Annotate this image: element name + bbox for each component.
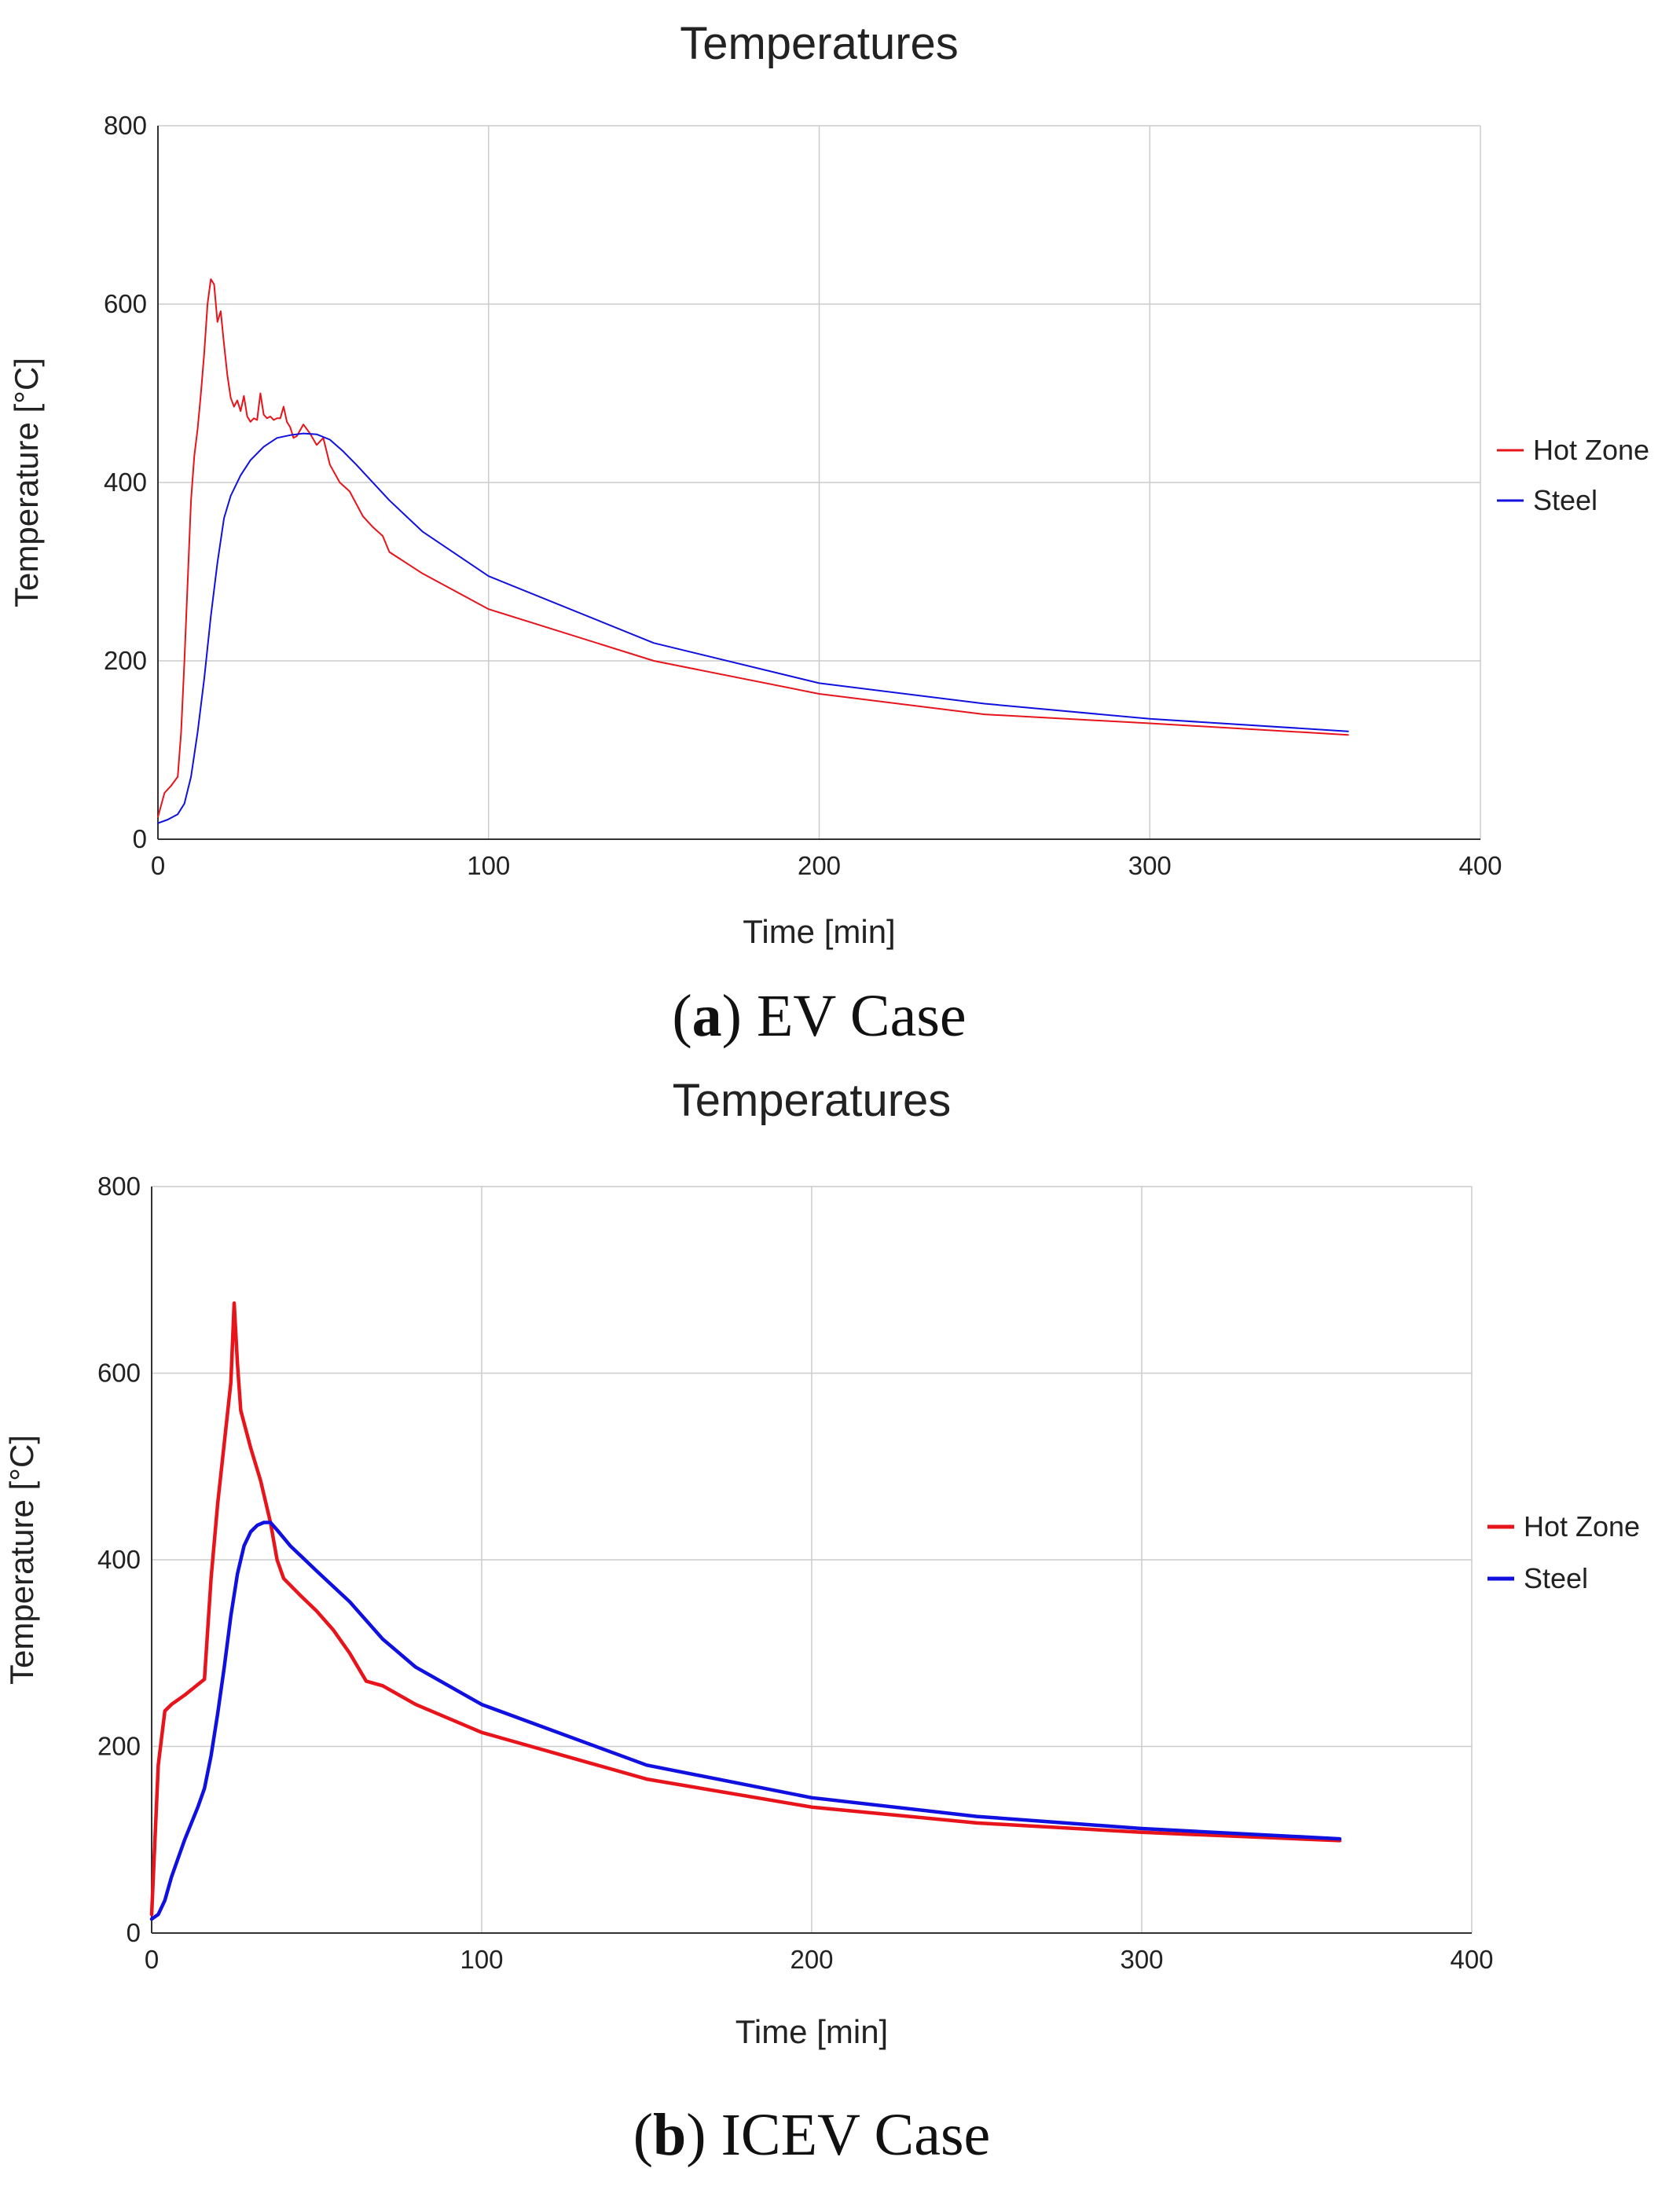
y-tick-label: 600 (97, 1359, 141, 1388)
caption-paren: ( (633, 2102, 653, 2168)
caption-letter: b (653, 2102, 686, 2168)
x-tick-label: 100 (460, 1945, 503, 1974)
y-tick-label: 800 (104, 111, 147, 140)
caption-text: ) EV Case (722, 983, 967, 1049)
chart-b: Temperatures 0 200 400 600 800 0 100 200 300 400 Ti… (3, 1075, 1640, 2168)
x-tick-label: 400 (1450, 1945, 1493, 1974)
x-tick-label: 300 (1128, 851, 1172, 880)
y-tick-label: 400 (104, 468, 147, 497)
figure-caption: (a) EV Case (672, 983, 966, 1049)
y-tick-label: 200 (97, 1732, 141, 1761)
chart-title: Temperatures (680, 18, 959, 69)
x-axis-label: Time [min] (743, 913, 895, 950)
series-line-steel (157, 432, 1349, 824)
y-tick-label: 0 (133, 824, 147, 853)
x-tick-label: 300 (1120, 1945, 1163, 1974)
chart-a: Temperatures 0 200 400 600 800 0 100 200 300 400 Ti… (8, 18, 1649, 1049)
y-tick-label: 400 (97, 1545, 141, 1574)
legend-label-hot-zone: Hot Zone (1533, 434, 1649, 466)
x-tick-label: 200 (790, 1945, 833, 1974)
x-tick-label: 400 (1458, 851, 1502, 880)
x-tick-label: 0 (145, 1945, 159, 1974)
series-line-hot-zone (149, 1301, 1342, 1917)
series-line-steel (149, 1521, 1342, 1921)
series-line-hot-zone (157, 278, 1349, 818)
y-tick-label: 600 (104, 289, 147, 318)
x-tick-label: 0 (151, 851, 165, 880)
y-axis-label: Temperature [°C] (8, 358, 45, 607)
legend-label-steel: Steel (1533, 484, 1597, 516)
y-tick-label: 200 (104, 646, 147, 675)
legend-label-hot-zone: Hot Zone (1524, 1510, 1640, 1543)
y-axis-label: Temperature [°C] (3, 1435, 40, 1685)
figure-caption: (b) ICEV Case (633, 2102, 991, 2168)
y-tick-label: 0 (127, 1918, 141, 1947)
chart-title: Temperatures (673, 1075, 952, 1126)
x-tick-label: 200 (798, 851, 841, 880)
caption-letter: a (692, 983, 722, 1049)
caption-text: ) ICEV Case (686, 2102, 990, 2168)
legend-label-steel: Steel (1524, 1562, 1588, 1594)
x-tick-label: 100 (467, 851, 510, 880)
y-tick-label: 800 (97, 1172, 141, 1201)
caption-paren: ( (672, 983, 691, 1049)
x-axis-label: Time [min] (735, 2013, 888, 2050)
